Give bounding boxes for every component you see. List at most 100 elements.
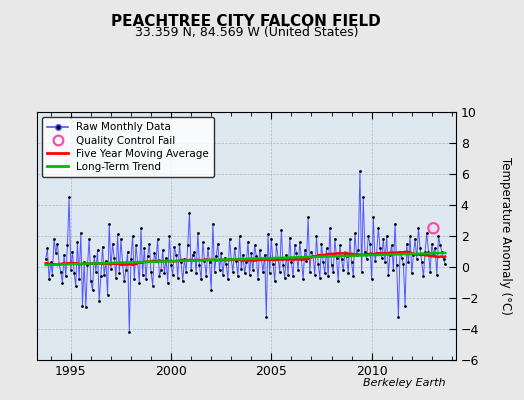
Point [217, 250, 225, 256]
Point [277, 226, 286, 233]
Point [99, 244, 107, 250]
Point [351, 230, 359, 236]
Point [424, 248, 433, 255]
Point [299, 276, 307, 282]
Point [200, 258, 209, 264]
Point [270, 278, 279, 284]
Point [344, 270, 353, 276]
Point [269, 261, 277, 267]
Point [434, 233, 443, 239]
Point [95, 298, 103, 304]
Point [369, 214, 377, 221]
Point [202, 273, 210, 280]
Point [406, 233, 414, 239]
Point [62, 273, 70, 280]
Point [214, 240, 222, 247]
Point [324, 273, 332, 280]
Point [249, 267, 257, 273]
Point [157, 267, 165, 273]
Point [291, 242, 299, 248]
Point [256, 247, 264, 253]
Point [51, 250, 60, 256]
Point [428, 240, 436, 247]
Point [287, 259, 296, 266]
Point [115, 270, 124, 276]
Point [73, 239, 82, 245]
Point [402, 240, 411, 247]
Point [150, 250, 159, 256]
Legend: Raw Monthly Data, Quality Control Fail, Five Year Moving Average, Long-Term Tren: Raw Monthly Data, Quality Control Fail, … [42, 117, 214, 177]
Point [113, 231, 122, 238]
Point [154, 236, 162, 242]
Point [398, 254, 406, 261]
Point [163, 279, 172, 286]
Point [421, 248, 429, 255]
Point [72, 282, 80, 289]
Point [75, 276, 83, 282]
Point [366, 240, 374, 247]
Point [199, 239, 207, 245]
Point [144, 253, 152, 259]
Point [221, 254, 229, 261]
Point [173, 275, 182, 281]
Text: Berkeley Earth: Berkeley Earth [363, 378, 445, 388]
Point [57, 268, 65, 275]
Point [391, 220, 399, 227]
Point [392, 262, 401, 269]
Point [319, 259, 328, 266]
Point [175, 240, 183, 247]
Point [212, 253, 221, 259]
Point [260, 251, 269, 258]
Point [185, 210, 194, 216]
Point [416, 245, 424, 252]
Point [187, 267, 195, 273]
Point [103, 292, 112, 298]
Point [325, 225, 334, 232]
Point [43, 245, 51, 252]
Point [210, 268, 219, 275]
Point [140, 245, 148, 252]
Point [414, 225, 423, 232]
Point [404, 259, 412, 266]
Point [237, 265, 245, 272]
Point [120, 278, 128, 284]
Point [182, 268, 190, 275]
Point [346, 236, 354, 242]
Point [381, 259, 389, 266]
Point [247, 250, 256, 256]
Point [134, 259, 142, 266]
Point [341, 250, 349, 256]
Point [85, 236, 93, 242]
Point [135, 279, 144, 286]
Point [172, 251, 180, 258]
Point [70, 270, 78, 276]
Point [332, 254, 341, 261]
Point [250, 242, 259, 248]
Point [379, 236, 388, 242]
Text: 33.359 N, 84.569 W (United States): 33.359 N, 84.569 W (United States) [135, 26, 358, 39]
Point [361, 248, 369, 255]
Point [228, 268, 237, 275]
Point [96, 273, 105, 280]
Point [234, 273, 242, 280]
Point [367, 276, 376, 282]
Point [204, 245, 212, 252]
Point [307, 248, 315, 255]
Point [377, 254, 386, 261]
Point [102, 258, 110, 264]
Point [93, 247, 102, 253]
Point [231, 245, 239, 252]
Point [418, 259, 426, 266]
Point [107, 265, 115, 272]
Point [309, 253, 318, 259]
Point [388, 242, 396, 248]
Point [394, 314, 402, 320]
Point [331, 236, 339, 242]
Point [304, 214, 312, 221]
Point [167, 262, 175, 269]
Point [354, 247, 363, 253]
Point [118, 261, 127, 267]
Point [342, 253, 351, 259]
Point [189, 251, 197, 258]
Point [371, 258, 379, 264]
